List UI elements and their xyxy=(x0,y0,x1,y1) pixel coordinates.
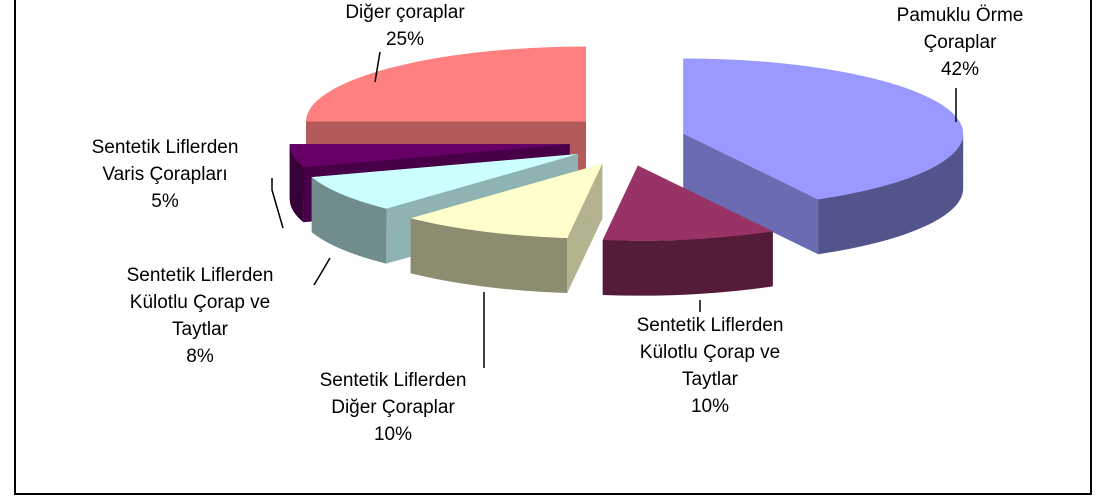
slice-label: Sentetik Liflerden Külotlu Çorap ve Tayt… xyxy=(105,262,295,370)
slice xyxy=(602,165,773,296)
slice-side xyxy=(289,144,304,223)
slice xyxy=(683,58,964,200)
category-label: Diğer çoraplar xyxy=(345,2,465,23)
slice xyxy=(289,144,570,168)
category-label: Sentetik Liflerden Varis Çorapları xyxy=(91,137,239,185)
slice-label: Diğer çoraplar 25% xyxy=(320,0,490,53)
slice xyxy=(683,58,964,255)
slice-label: Sentetik Liflerden Varis Çorapları 5% xyxy=(75,134,255,215)
value-label: 10% xyxy=(373,424,413,445)
slice-label: Sentetik Liflerden Külotlu Çorap ve Tayt… xyxy=(615,312,805,420)
slice-label: Sentetik Liflerden Diğer Çoraplar 10% xyxy=(298,367,488,448)
slice-side xyxy=(311,177,387,264)
leader-line xyxy=(374,51,381,83)
leader-lines xyxy=(271,51,957,368)
value-label: 8% xyxy=(186,346,214,367)
category-label: Sentetik Liflerden Külotlu Çorap ve Tayt… xyxy=(126,265,274,340)
value-label: 25% xyxy=(385,29,425,50)
slice xyxy=(305,46,586,122)
slice-label: Pamuklu Örme Çoraplar 42% xyxy=(885,2,1035,83)
category-label: Pamuklu Örme Çoraplar xyxy=(896,5,1024,53)
leader-line xyxy=(313,257,331,286)
slice-side xyxy=(410,218,568,294)
slice xyxy=(410,163,603,294)
value-label: 10% xyxy=(690,396,730,417)
pie xyxy=(289,46,964,296)
leader-line xyxy=(271,178,284,229)
category-label: Sentetik Liflerden Külotlu Çorap ve Tayt… xyxy=(636,315,784,390)
slice-side xyxy=(818,133,964,255)
slice-cut-face xyxy=(683,133,819,255)
value-label: 42% xyxy=(940,59,980,80)
category-label: Sentetik Liflerden Diğer Çoraplar xyxy=(319,370,467,418)
value-label: 5% xyxy=(151,191,179,212)
slice xyxy=(410,163,603,239)
slice xyxy=(602,165,773,241)
slice xyxy=(311,153,579,209)
slice-side xyxy=(602,231,773,296)
